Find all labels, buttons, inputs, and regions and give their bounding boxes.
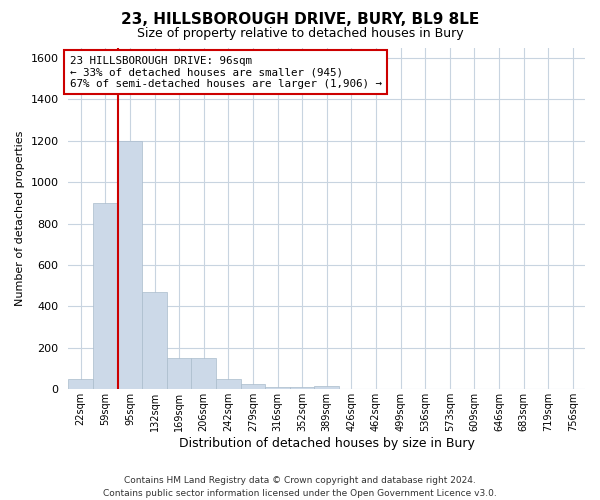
Text: Contains HM Land Registry data © Crown copyright and database right 2024.
Contai: Contains HM Land Registry data © Crown c… [103, 476, 497, 498]
Bar [290, 387, 314, 390]
Text: 23, HILLSBOROUGH DRIVE, BURY, BL9 8LE: 23, HILLSBOROUGH DRIVE, BURY, BL9 8LE [121, 12, 479, 28]
Bar [241, 384, 265, 390]
Bar [216, 379, 241, 390]
Text: Size of property relative to detached houses in Bury: Size of property relative to detached ho… [137, 28, 463, 40]
Bar [93, 203, 118, 390]
Bar [167, 358, 191, 390]
Text: 23 HILLSBOROUGH DRIVE: 96sqm
← 33% of detached houses are smaller (945)
67% of s: 23 HILLSBOROUGH DRIVE: 96sqm ← 33% of de… [70, 56, 382, 89]
Bar [314, 386, 339, 390]
Bar [265, 387, 290, 390]
Bar [142, 292, 167, 390]
X-axis label: Distribution of detached houses by size in Bury: Distribution of detached houses by size … [179, 437, 475, 450]
Y-axis label: Number of detached properties: Number of detached properties [15, 130, 25, 306]
Bar [68, 379, 93, 390]
Bar [118, 140, 142, 390]
Bar [191, 358, 216, 390]
